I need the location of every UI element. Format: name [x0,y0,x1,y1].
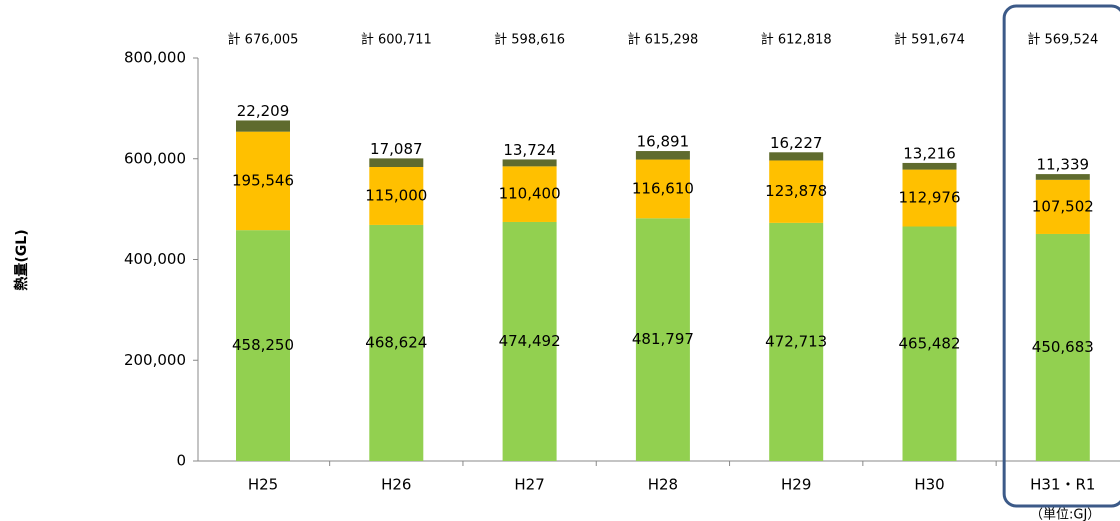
value-label: 110,400 [499,185,561,203]
total-label: 計 569,524 [1027,32,1098,48]
bar-segment [502,166,557,222]
bar-segment [236,230,290,461]
bar-segment [502,221,557,461]
y-axis-label: 熱量(GL) [13,229,30,290]
bar-segment [769,152,824,161]
bar-segment [236,120,290,132]
bar-segment [236,131,290,231]
total-label: 計 615,298 [627,32,698,48]
bar-segment [369,158,424,167]
total-label: 計 591,674 [894,32,965,48]
x-tick-label: H31・R1 [1030,476,1095,494]
y-tick-label: 400,000 [124,250,186,268]
value-label: 468,624 [365,333,427,351]
y-tick-label: 0 [176,452,186,470]
total-label: 計 676,005 [228,32,299,48]
value-label: 465,482 [898,334,960,352]
value-label: 115,000 [365,186,427,204]
x-tick-label: H25 [248,476,278,494]
bar-segment [769,222,824,461]
value-label: 22,209 [237,102,290,120]
value-label: 458,250 [232,336,294,354]
value-label: 11,339 [1037,156,1090,174]
value-label: 195,546 [232,171,294,189]
value-label: 16,891 [637,133,690,151]
y-tick-label: 200,000 [124,351,186,369]
bar-segment [502,159,557,167]
bar-segment [902,162,957,170]
value-label: 17,087 [370,140,423,158]
value-label: 474,492 [499,332,561,350]
total-label: 計 612,818 [761,32,832,48]
bar-segment [635,151,690,160]
bar-segment [369,224,424,461]
x-tick-label: H26 [381,476,411,494]
value-label: 112,976 [898,189,960,207]
bar-segment [1035,179,1090,234]
x-tick-label: H28 [648,476,678,494]
total-label: 計 600,711 [361,32,432,48]
value-label: 123,878 [765,182,827,200]
y-tick-label: 800,000 [124,49,186,67]
value-label: 116,610 [632,179,694,197]
unit-note: （単位:GJ） [1030,507,1100,521]
value-label: 13,724 [503,141,556,159]
bar-segment [635,159,690,219]
x-tick-label: H29 [781,476,811,494]
value-label: 107,502 [1032,197,1094,215]
x-tick-label: H30 [914,476,944,494]
value-label: 472,713 [765,332,827,350]
bar-segment [369,166,424,225]
value-label: 13,216 [903,144,956,162]
highlight-box [1002,4,1120,508]
bar-segment [635,218,690,461]
bar-segment [902,169,957,227]
bar-segment [769,160,824,223]
value-label: 481,797 [632,330,694,348]
bar-segment [1035,233,1090,461]
value-label: 16,227 [770,134,823,152]
bar-segment [1035,174,1090,180]
total-label: 計 598,616 [494,32,565,48]
value-label: 450,683 [1032,338,1094,356]
y-tick-label: 600,000 [124,149,186,167]
bar-segment [902,226,957,461]
x-tick-label: H27 [514,476,544,494]
